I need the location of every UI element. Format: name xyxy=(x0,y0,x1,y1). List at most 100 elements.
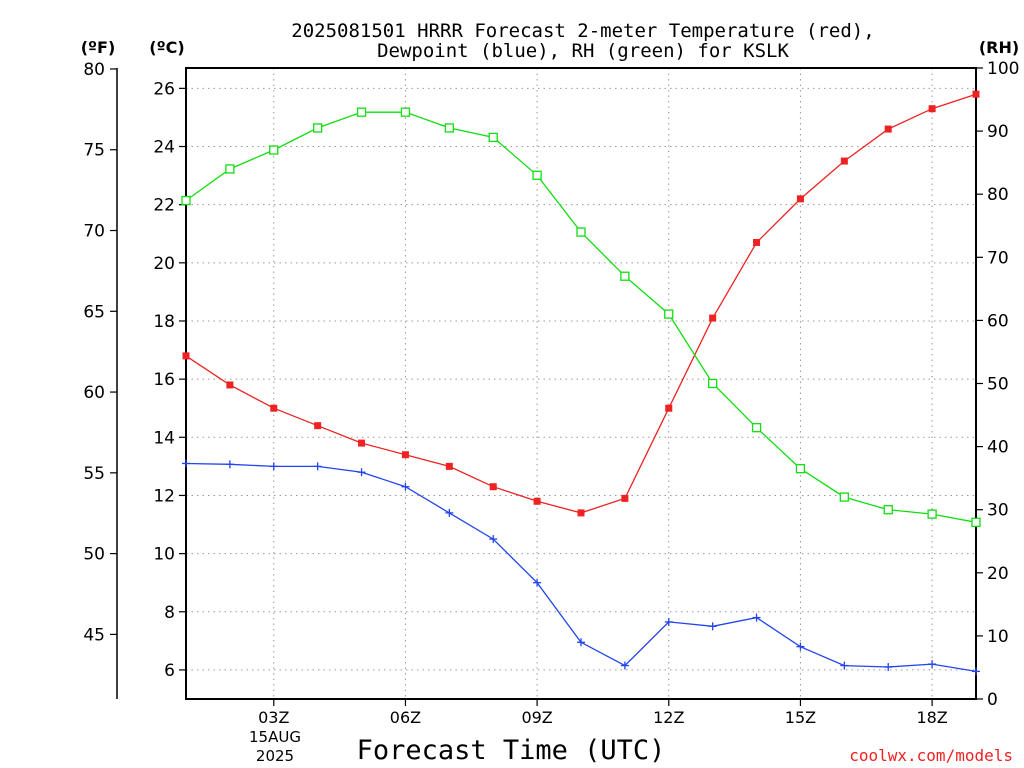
date-label-day: 15AUG xyxy=(249,728,301,746)
rh-tick-label: 10 xyxy=(987,627,1009,647)
data-point xyxy=(401,451,409,459)
data-point xyxy=(225,164,235,174)
data-point xyxy=(620,661,629,670)
data-point xyxy=(356,107,367,117)
rh-tick-label: 40 xyxy=(987,438,1009,458)
time-tick-label: 06Z xyxy=(390,708,421,727)
series-line xyxy=(185,111,977,523)
fahrenheit-tick-label: 70 xyxy=(83,222,105,242)
data-point xyxy=(753,238,761,246)
data-point xyxy=(182,459,190,468)
data-point xyxy=(621,494,629,502)
data-point xyxy=(532,170,542,180)
data-point xyxy=(928,105,936,113)
data-point xyxy=(314,422,322,430)
celsius-tick-label: 20 xyxy=(153,254,175,274)
celsius-tick-label: 6 xyxy=(164,661,175,681)
celsius-tick-label: 8 xyxy=(164,603,175,623)
time-tick-label: 12Z xyxy=(653,708,684,727)
data-point xyxy=(839,492,849,502)
time-ticks: 03Z 06Z 09Z 12Z 15Z 18Z xyxy=(258,699,948,727)
data-point xyxy=(796,642,805,651)
data-point xyxy=(445,508,454,517)
data-point xyxy=(269,462,278,471)
date-label-year: 2025 xyxy=(256,747,294,765)
data-point xyxy=(488,132,498,143)
data-point xyxy=(928,660,937,669)
data-point xyxy=(971,517,981,527)
fahrenheit-tick-label: 80 xyxy=(83,60,105,80)
data-point xyxy=(226,381,234,389)
data-point xyxy=(751,423,762,433)
rh-tick-label: 90 xyxy=(987,122,1009,142)
data-point xyxy=(708,622,717,631)
celsius-tick-label: 16 xyxy=(153,370,175,390)
data-point xyxy=(664,617,673,626)
fahrenheit-tick-label: 50 xyxy=(83,545,105,565)
data-point xyxy=(576,227,586,237)
data-point xyxy=(883,505,893,515)
data-point xyxy=(927,509,937,519)
data-point xyxy=(489,535,498,544)
celsius-tick-label: 10 xyxy=(153,545,175,565)
series-2 xyxy=(182,459,980,676)
series-line xyxy=(185,93,977,514)
rh-tick-label: 70 xyxy=(987,248,1009,268)
data-point xyxy=(313,462,322,471)
data-point xyxy=(358,439,366,447)
celsius-tick-label: 26 xyxy=(153,79,175,99)
rh-tick-label: 100 xyxy=(987,59,1019,79)
data-point xyxy=(181,195,191,206)
data-point xyxy=(400,107,411,117)
series-layer xyxy=(181,90,981,676)
time-tick-label: 09Z xyxy=(521,708,552,727)
rh-tick-label: 50 xyxy=(987,375,1009,395)
data-point xyxy=(401,482,410,491)
time-tick-label: 15Z xyxy=(785,708,816,727)
fahrenheit-tick-label: 55 xyxy=(83,464,105,484)
data-point xyxy=(796,195,804,203)
gridlines xyxy=(186,68,976,699)
fahrenheit-ticks: 45 50 55 60 65 70 75 80 xyxy=(83,60,117,645)
rh-tick-label: 60 xyxy=(987,311,1009,331)
data-point xyxy=(577,638,585,647)
rh-axis-label: (RH) xyxy=(979,38,1019,57)
fahrenheit-tick-label: 65 xyxy=(83,302,105,322)
rh-tick-label: 80 xyxy=(987,185,1009,205)
celsius-tick-label: 18 xyxy=(153,312,175,332)
data-point xyxy=(445,462,453,470)
celsius-tick-label: 22 xyxy=(153,196,175,216)
rh-tick-label: 30 xyxy=(987,501,1009,521)
fahrenheit-tick-label: 60 xyxy=(83,383,105,403)
celsius-axis-label: (ºC) xyxy=(149,38,184,57)
data-point xyxy=(270,404,278,412)
data-point xyxy=(664,309,674,319)
data-point xyxy=(884,663,893,672)
data-point xyxy=(840,157,848,165)
data-point xyxy=(752,613,761,622)
fahrenheit-tick-label: 75 xyxy=(83,141,105,161)
celsius-ticks: 6 8 10 12 14 16 18 20 22 24 26 xyxy=(153,79,186,681)
data-point xyxy=(972,90,980,98)
data-point xyxy=(182,352,190,360)
data-point xyxy=(444,123,454,133)
rh-tick-label: 20 xyxy=(987,564,1009,584)
celsius-tick-label: 12 xyxy=(153,486,175,506)
time-tick-label: 03Z xyxy=(258,708,289,727)
data-point xyxy=(357,468,366,477)
data-point xyxy=(709,314,717,322)
rh-tick-label: 0 xyxy=(987,690,998,710)
time-tick-label: 18Z xyxy=(916,708,947,727)
data-point xyxy=(313,123,323,133)
data-point xyxy=(225,460,234,469)
data-point xyxy=(620,271,630,281)
series-3 xyxy=(181,107,981,527)
data-point xyxy=(840,661,849,670)
data-point xyxy=(533,497,541,505)
rh-ticks: 0 10 20 30 40 50 60 70 80 90 100 xyxy=(976,59,1019,710)
fahrenheit-axis-label: (ºF) xyxy=(81,38,116,57)
data-point xyxy=(577,509,585,517)
chart-title-line1: 2025081501 HRRR Forecast 2-meter Tempera… xyxy=(291,20,874,42)
series-1 xyxy=(182,90,980,517)
